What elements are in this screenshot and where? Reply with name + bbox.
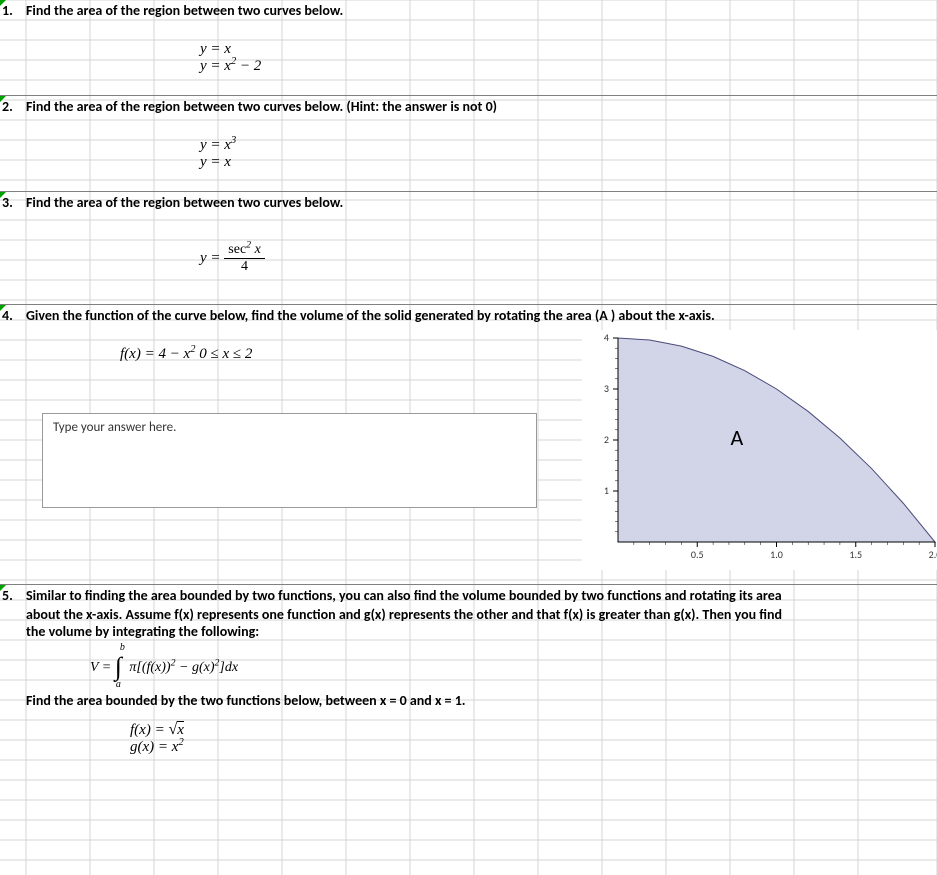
equation-sup: 2 bbox=[178, 737, 183, 748]
answer-input[interactable]: Type your answer here. bbox=[42, 413, 537, 508]
equation-sup: 3 bbox=[231, 135, 236, 146]
cell-marker-icon bbox=[0, 305, 6, 311]
equation-body: π[(f(x)) bbox=[129, 660, 170, 675]
formula-block: y = sec2 x 4 bbox=[0, 213, 937, 304]
equation-line: g(x) = x bbox=[130, 739, 178, 755]
equation-line: y = x bbox=[200, 58, 231, 74]
question-text: Find the area of the region between two … bbox=[26, 2, 937, 19]
equation-line: f(x) = bbox=[130, 722, 168, 738]
cell-marker-icon bbox=[0, 96, 6, 102]
equation-body: − g(x) bbox=[176, 660, 215, 675]
question-text-line: the volume by integrating the following: bbox=[0, 623, 937, 640]
question-text: Find the area of the region between two … bbox=[26, 98, 937, 115]
svg-text:A: A bbox=[731, 424, 744, 451]
question-text: Given the function of the curve below, f… bbox=[26, 307, 937, 324]
equation-fn: sec bbox=[228, 242, 246, 257]
svg-text:3: 3 bbox=[604, 382, 609, 395]
svg-text:4: 4 bbox=[604, 331, 609, 344]
equation-line: y = x bbox=[200, 41, 231, 57]
svg-text:1.0: 1.0 bbox=[770, 548, 783, 561]
cell-marker-icon bbox=[0, 585, 6, 591]
question-text-line: Find the area bounded by the two functio… bbox=[0, 692, 937, 709]
formula-block: V = ∫ba π[(f(x))2 − g(x)2]dx bbox=[0, 640, 937, 686]
equation-tail: − 2 bbox=[236, 58, 261, 74]
sqrt-icon: √ bbox=[168, 721, 177, 738]
sqrt-arg: x bbox=[177, 721, 184, 738]
equation-line: y = x bbox=[200, 154, 231, 170]
area-chart: 1 2 3 4 0.5 1.0 1.5 2.0 A bbox=[582, 330, 937, 570]
answer-placeholder: Type your answer here. bbox=[53, 420, 176, 435]
question-text: Find the area of the region between two … bbox=[26, 194, 937, 211]
svg-text:0.5: 0.5 bbox=[691, 548, 704, 561]
cell-marker-icon bbox=[0, 192, 6, 198]
svg-text:1: 1 bbox=[604, 484, 609, 497]
formula-block: y = x3 y = x bbox=[0, 117, 937, 191]
question-text: Similar to finding the area bounded by t… bbox=[26, 587, 937, 604]
equation-den: 4 bbox=[241, 259, 248, 274]
equation-lhs: V = bbox=[90, 660, 115, 675]
equation-line: f(x) = 4 − x bbox=[120, 346, 190, 362]
equation-var: x bbox=[251, 242, 261, 257]
equation-body: ]dx bbox=[219, 660, 238, 675]
equation-lhs: y = bbox=[200, 250, 224, 266]
equation-range: 0 ≤ x ≤ 2 bbox=[195, 346, 252, 362]
svg-text:1.5: 1.5 bbox=[849, 548, 862, 561]
formula-block: f(x) = 4 − x2 0 ≤ x ≤ 2 bbox=[0, 326, 582, 383]
question-text-line: about the x-axis. Assume f(x) represents… bbox=[0, 606, 937, 623]
svg-text:2: 2 bbox=[604, 433, 609, 446]
equation-line: y = x bbox=[200, 137, 231, 153]
svg-text:2.0: 2.0 bbox=[929, 548, 937, 561]
formula-block: y = x y = x2 − 2 bbox=[0, 21, 937, 95]
formula-block: f(x) = √x g(x) = x2 bbox=[0, 709, 937, 774]
cell-marker-icon bbox=[0, 0, 6, 6]
